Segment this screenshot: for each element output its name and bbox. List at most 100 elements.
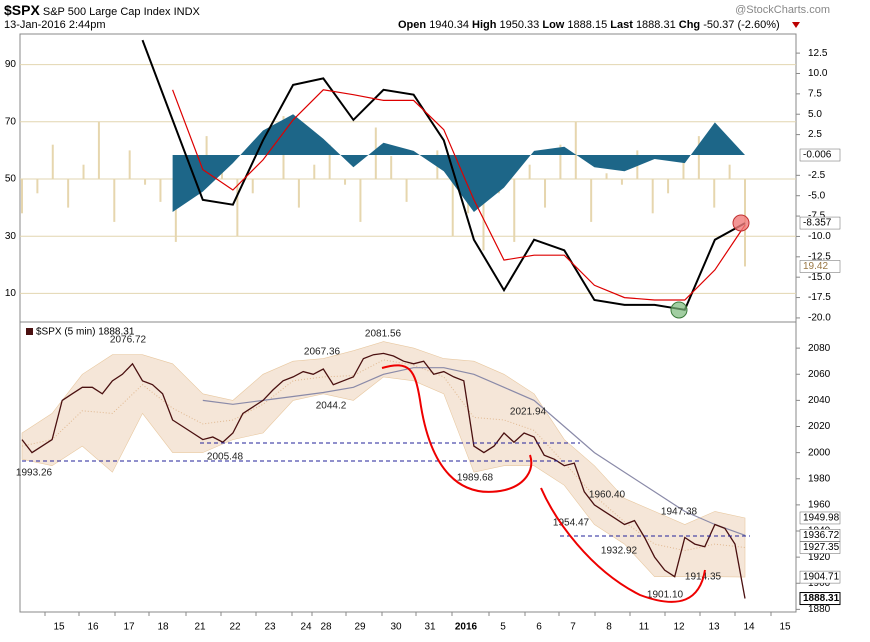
price-annotation: 1993.26: [16, 468, 53, 479]
price-annotation: 1989.68: [457, 473, 494, 484]
last-value: -0.006: [803, 150, 832, 161]
x-tick-label: 7: [570, 622, 576, 633]
x-tick-label: 12: [673, 622, 685, 633]
last-value-box: [799, 216, 841, 230]
title-row: $SPX S&P 500 Large Cap Index INDX: [4, 2, 200, 18]
y-tick-label: 10: [5, 288, 17, 299]
y-tick-label: 1980: [808, 473, 831, 484]
price-annotation: 2081.56: [365, 329, 402, 340]
y-tick-label: 2080: [808, 343, 831, 354]
indicator-panel: 103050709012.510.07.55.02.5-2.5-5.0-7.5-…: [5, 39, 841, 324]
legend: $SPX (5 min) 1888.31: [36, 327, 135, 338]
x-tick-label: 28: [320, 622, 332, 633]
y2-tick-label: -2.5: [808, 170, 826, 181]
x-tick-label: 11: [639, 622, 650, 633]
quote-label: Chg: [678, 19, 701, 31]
quote-label: Low: [542, 19, 565, 31]
x-tick-label: 21: [194, 622, 206, 633]
y-tick-label: 90: [5, 59, 17, 70]
last-value-box: [799, 260, 841, 273]
quote-value: (-2.60%): [737, 19, 780, 31]
price-panel: 1880190019201940196019802000202020402060…: [16, 327, 841, 633]
x-tick-label: 18: [157, 622, 169, 633]
x-tick-label: 5: [500, 622, 506, 633]
y2-tick-label: 2.5: [808, 129, 822, 140]
indicator-line: [172, 89, 746, 301]
y2-tick-label: 12.5: [808, 48, 828, 59]
x-tick-label: 30: [390, 622, 402, 633]
quote-value: 1950.33: [499, 19, 540, 31]
x-tick-label: 8: [606, 622, 612, 633]
last-value: 1927.35: [803, 542, 840, 553]
x-tick-label: 24: [300, 622, 312, 633]
band-middle: [21, 359, 746, 552]
price-annotation: 2021.94: [510, 407, 547, 418]
y-tick-label: 2040: [808, 395, 831, 406]
x-tick-label: 23: [264, 622, 276, 633]
x-tick-label: 31: [424, 622, 436, 633]
quote-label: Last: [610, 19, 633, 31]
x-tick-label: 16: [87, 622, 99, 633]
x-tick-label: 13: [708, 622, 720, 633]
y2-tick-label: -15.0: [808, 272, 831, 283]
date: 13-Jan-2016 2:44pm: [4, 19, 106, 31]
x-tick-label: 15: [779, 622, 791, 633]
y2-tick-label: -17.5: [808, 292, 831, 303]
last-value: 19.42: [803, 261, 828, 272]
last-value: 1949.98: [803, 513, 840, 524]
quote-value: -50.37: [703, 19, 735, 31]
y-tick-label: 1920: [808, 552, 831, 563]
y2-tick-label: -20.0: [808, 313, 831, 324]
x-tick-label: 6: [536, 622, 542, 633]
moving-average: [202, 367, 746, 536]
annotation-curve: [381, 364, 533, 493]
last-value-box: [799, 148, 841, 162]
x-tick-label: 15: [53, 622, 65, 633]
price-annotation: 1954.47: [553, 518, 590, 529]
last-value-box: [799, 541, 841, 554]
annotation-curve: [540, 487, 706, 603]
y-tick-label: 30: [5, 231, 17, 242]
price-annotation: 1901.10: [647, 590, 684, 601]
price-line: [21, 352, 746, 599]
last-value: 1904.71: [803, 572, 840, 583]
y-tick-label: 2020: [808, 421, 831, 432]
x-tick-label: 17: [123, 622, 135, 633]
y2-tick-label: -7.5: [808, 211, 826, 222]
price-annotation: 2076.72: [110, 335, 147, 346]
x-tick-label: 14: [743, 622, 755, 633]
x-tick-label: 29: [354, 622, 366, 633]
quote-value: 1888.31: [635, 19, 676, 31]
quote-label: High: [472, 19, 497, 31]
last-price-box: [799, 592, 841, 606]
y2-tick-label: 5.0: [808, 109, 822, 120]
last-value-box: [799, 570, 841, 584]
y-tick-label: 70: [5, 116, 17, 127]
y-tick-label: 2060: [808, 369, 831, 380]
price-annotation: 1932.92: [601, 546, 638, 557]
menu-arrow[interactable]: [792, 22, 800, 28]
signal-marker: [732, 214, 750, 232]
y2-tick-label: 10.0: [808, 68, 828, 79]
quote-value: 1888.15: [567, 19, 608, 31]
last-value-box: [799, 511, 841, 525]
bollinger-band: [21, 341, 746, 578]
y-tick-label: 1880: [808, 604, 831, 615]
x-tick-label: 22: [229, 622, 241, 633]
quote: Open 1940.34 High 1950.33 Low 1888.15 La…: [398, 19, 780, 31]
legend-icon: [26, 328, 33, 335]
exchange: INDX: [173, 6, 200, 18]
index-name: S&P 500 Large Cap Index: [42, 6, 171, 18]
y2-tick-label: 7.5: [808, 88, 822, 99]
source: @StockCharts.com: [735, 4, 830, 16]
price-annotation: 2067.36: [304, 347, 341, 358]
indicator-line: [141, 39, 746, 311]
last-value: -8.357: [803, 218, 832, 229]
frame: [19, 33, 797, 613]
signal-marker: [670, 301, 688, 319]
y-tick-label: 2000: [808, 447, 831, 458]
y-tick-label: 50: [5, 174, 17, 185]
last-value: 1936.72: [803, 530, 840, 541]
y2-tick-label: -10.0: [808, 231, 831, 242]
